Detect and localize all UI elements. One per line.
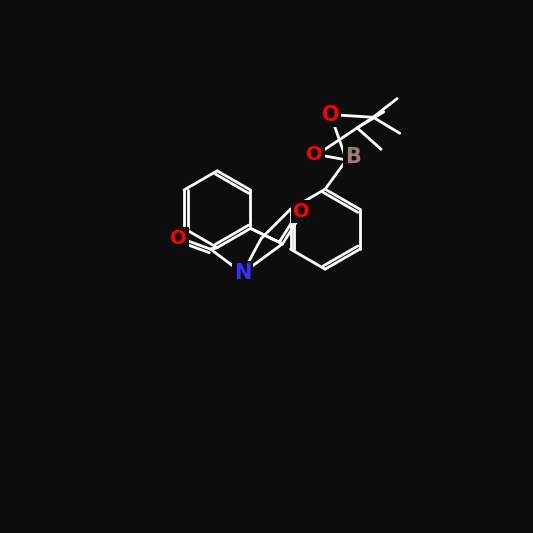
Text: O: O (170, 229, 187, 248)
Text: O: O (306, 145, 323, 164)
Text: O: O (293, 203, 310, 221)
Text: B: B (345, 147, 361, 167)
Text: O: O (321, 104, 340, 125)
Text: N: N (234, 263, 251, 283)
